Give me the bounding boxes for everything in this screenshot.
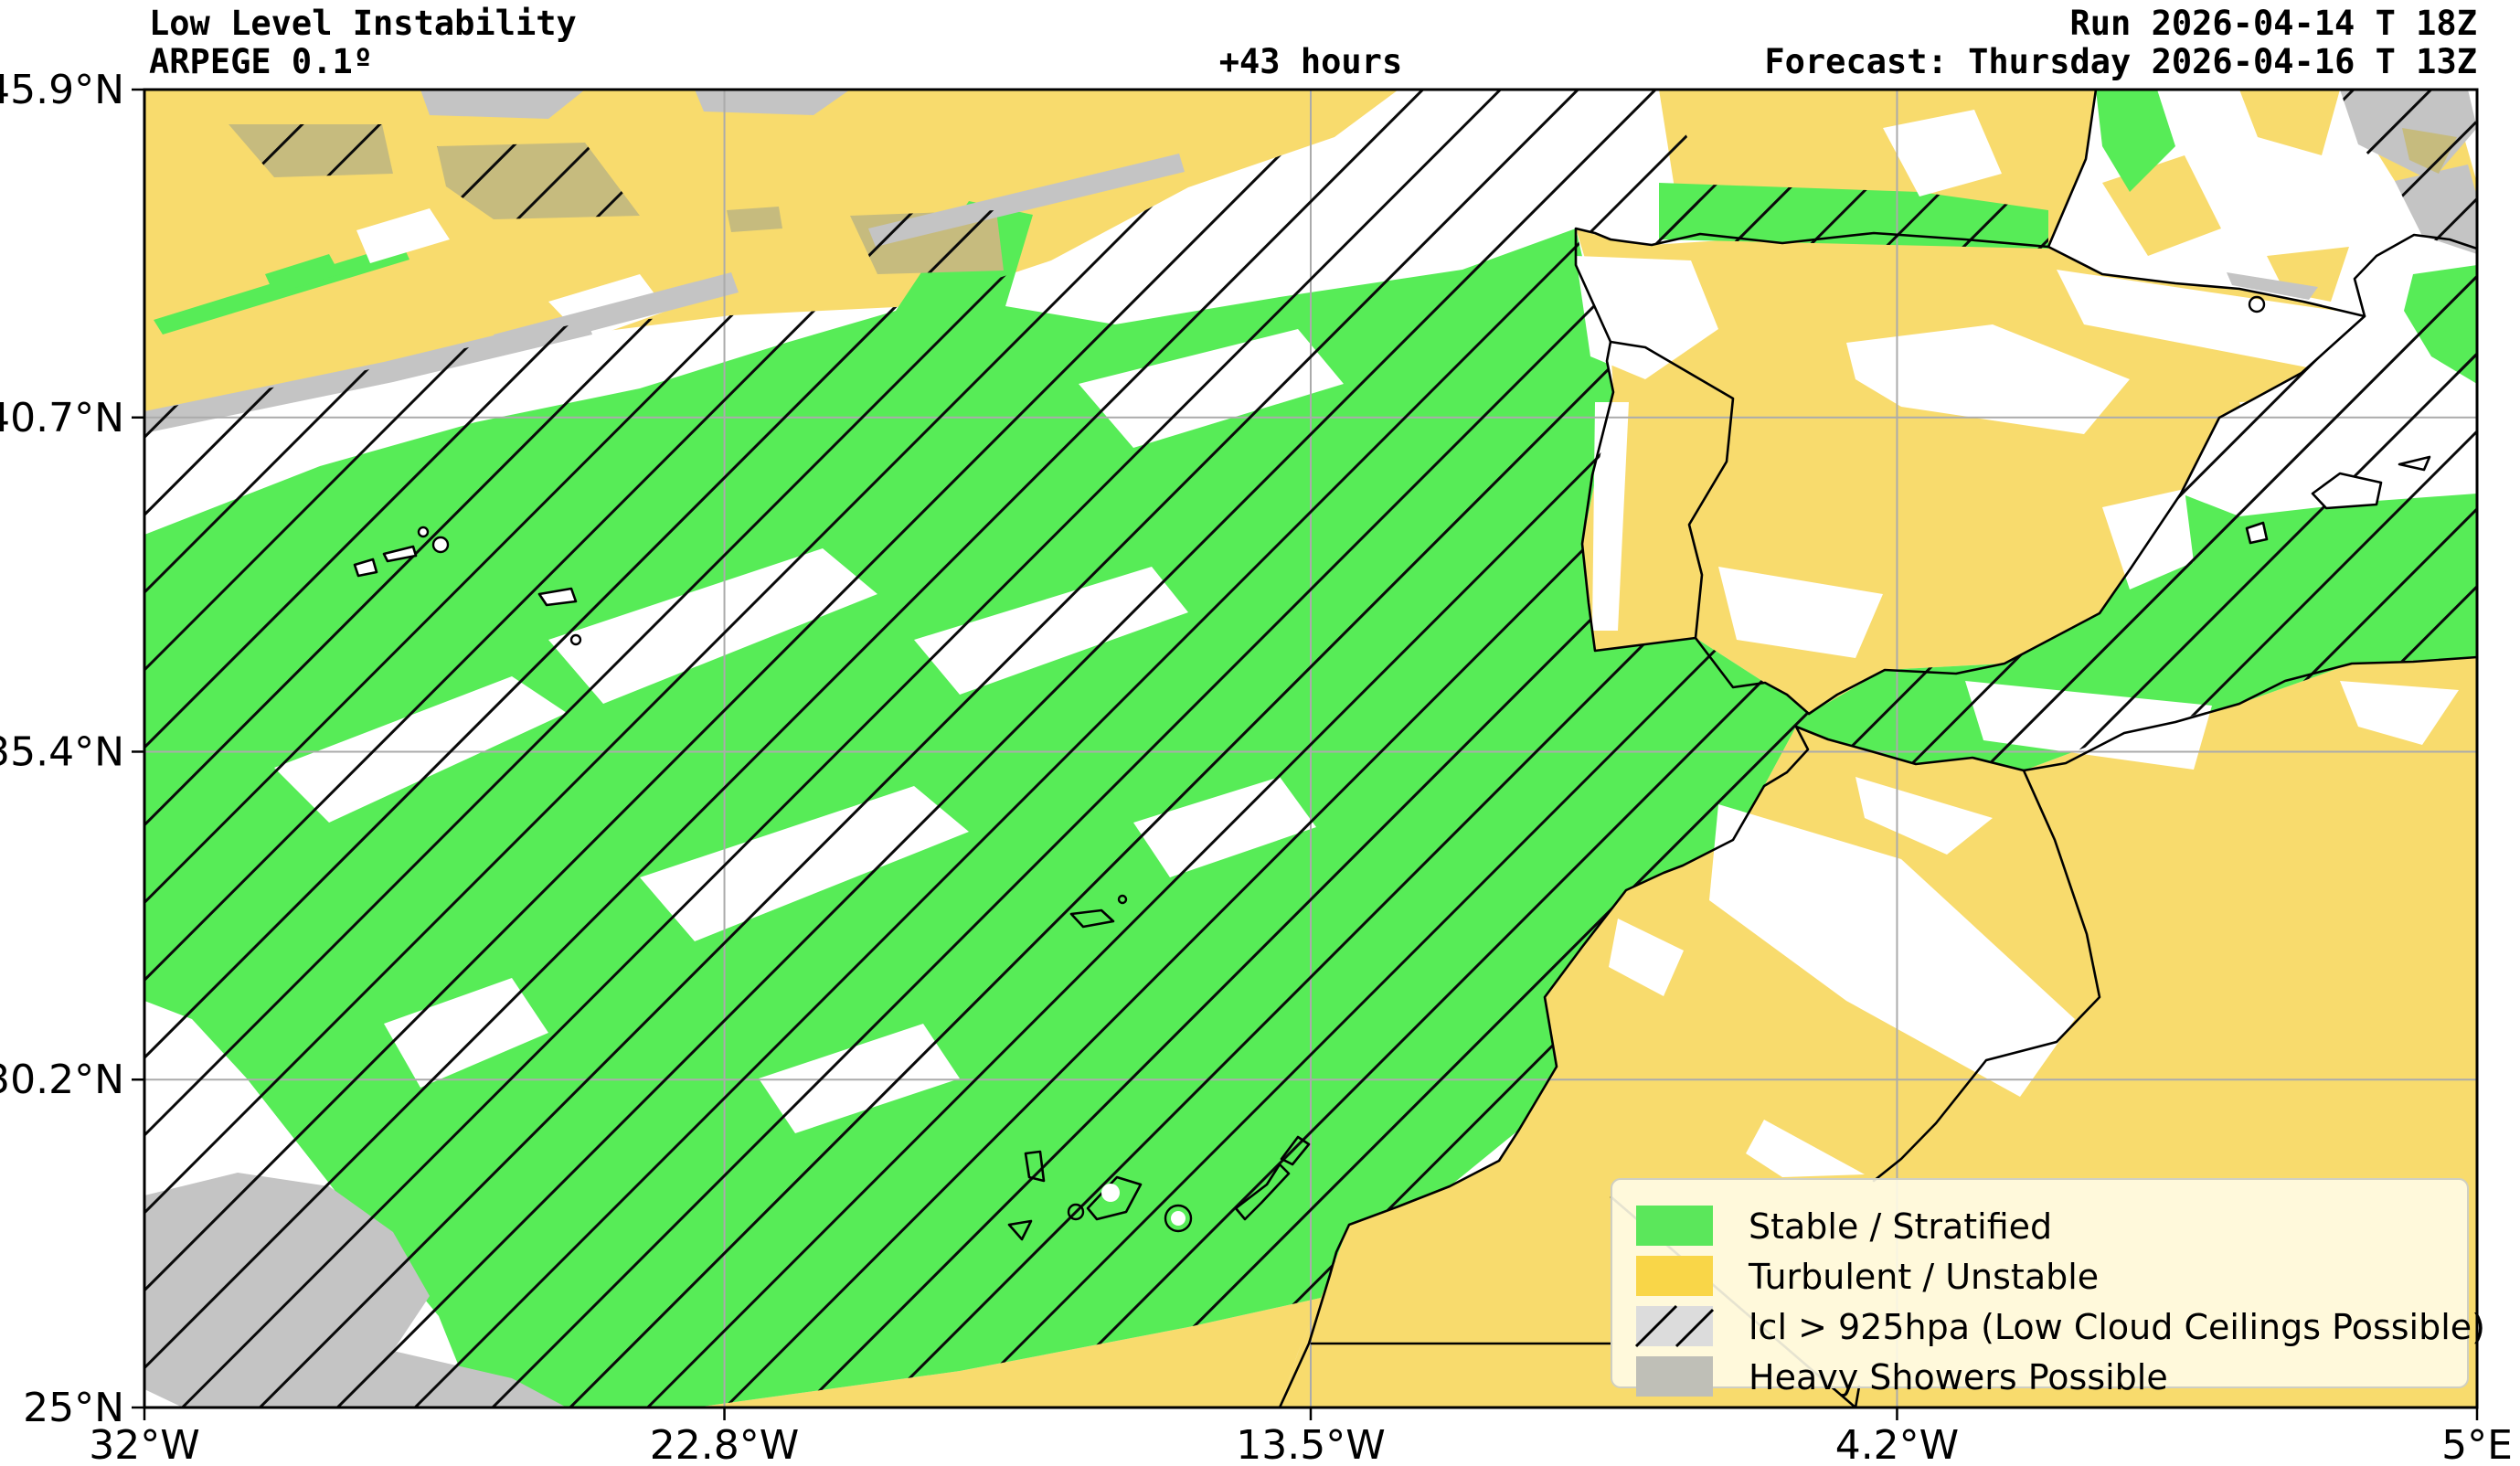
island-santa-maria: [569, 633, 582, 646]
legend-row-0: Stable / Stratified: [1636, 1206, 2052, 1247]
island-el-hierro: [1007, 1219, 1033, 1241]
legend-row-3: Heavy Showers Possible: [1636, 1356, 2168, 1397]
showers-gray-streak-4: [420, 90, 585, 119]
white-africa-algeria: [2340, 681, 2459, 745]
island-mallorca: [2311, 472, 2383, 510]
legend: Stable / Stratified Turbulent / Unstable l…: [1611, 1178, 2485, 1397]
legend-label-2: lcl > 925hpa (Low Cloud Ceilings Possibl…: [1749, 1307, 2485, 1347]
map-layers: [144, 90, 2477, 1408]
y-tick-label-40.7°N: 40.7°N: [0, 395, 124, 441]
x-tick-label-32°W: 32°W: [89, 1422, 200, 1466]
y-tick-label-45.9°N: 45.9°N: [0, 67, 124, 113]
model-resolution-label: ARPEGE 0.1º: [149, 42, 374, 81]
white-iberia-galicia: [1576, 256, 1718, 379]
island-azores-sao-miguel: [537, 587, 578, 607]
border-south-stub: [1854, 1385, 1861, 1408]
hatch-khaki-patches: [229, 124, 1004, 274]
border-andorra: [2248, 295, 2266, 313]
region-stable-french-coast: [2096, 90, 2175, 192]
legend-row-2: lcl > 925hpa (Low Cloud Ceilings Possibl…: [1634, 1304, 2485, 1348]
forecast-datetime-label: Forecast: Thursday 2026-04-16 T 13Z: [1764, 42, 2477, 81]
showers-khaki-4: [727, 207, 782, 232]
white-iberia-pyrenees: [2057, 270, 2367, 370]
border-morocco-algeria: [1872, 769, 2101, 1183]
island-menorca: [2398, 455, 2431, 472]
legend-swatch-hatch-line-2: [1675, 1308, 1715, 1348]
border-portugal-spain: [1609, 340, 1735, 640]
legend-box: [1611, 1178, 2469, 1388]
x-tick-label-22.8°W: 22.8°W: [650, 1422, 799, 1466]
island-terceira: [431, 536, 450, 554]
hatch-northeast-corner: [2340, 90, 2477, 254]
island-tenerife: [1086, 1175, 1143, 1221]
x-tick-label-13.5°W: 13.5°W: [1236, 1422, 1385, 1466]
forecast-hour-label: +43 hours: [1218, 42, 1403, 81]
white-africa-south: [1746, 1120, 1865, 1177]
run-datetime-label: Run 2026-04-14 T 18Z: [2069, 4, 2477, 43]
island-madeira: [1069, 908, 1115, 929]
coast-north-africa: [1278, 655, 2477, 1408]
hatch-gulf-of-lion: [2404, 265, 2477, 384]
teide-white-spot: [1101, 1184, 1120, 1202]
island-porto-santo: [1117, 894, 1128, 905]
white-africa-atlas: [1709, 804, 2075, 1097]
showers-gray-streak-5: [695, 90, 850, 115]
coast-iberia-france: [1574, 90, 2477, 716]
y-tick-label-25°N: 25°N: [23, 1385, 124, 1431]
island-gran-canaria: [1164, 1204, 1193, 1233]
island-graciosa: [417, 526, 430, 538]
white-iberia-central: [1846, 324, 2130, 434]
border-pyrenees: [2047, 245, 2366, 318]
gran-canaria-white-spot: [1171, 1211, 1186, 1226]
y-tick-label-30.2°N: 30.2°N: [0, 1057, 124, 1103]
chart-title-block: Low Level Instability ARPEGE 0.1º: [149, 5, 577, 81]
island-fuerteventura: [1234, 1163, 1291, 1221]
island-azores-sao-jorge: [382, 545, 418, 563]
island-la-palma: [1024, 1150, 1046, 1183]
white-africa-rif: [1855, 777, 1993, 855]
x-tick-label-4.2°W: 4.2°W: [1835, 1422, 1959, 1466]
white-portugal-coast: [1592, 402, 1629, 631]
region-ocean-turbulent-south: [695, 1298, 1321, 1408]
legend-row-1: Turbulent / Unstable: [1636, 1256, 2099, 1297]
x-tick-label-5°E: 5°E: [2441, 1422, 2513, 1466]
white-biscay-spot: [1883, 110, 2002, 197]
island-ibiza: [2245, 521, 2269, 545]
legend-swatch-3: [1636, 1356, 1713, 1397]
showers-gray-pyrenees: [2227, 272, 2318, 300]
legend-swatch-0: [1636, 1206, 1713, 1246]
run-info-block: Run 2026-04-14 T 18Z Forecast: Thursday 2…: [1764, 5, 2477, 81]
island-lanzarote: [1280, 1135, 1311, 1166]
white-notch-2: [356, 208, 450, 263]
legend-swatch-1: [1636, 1256, 1713, 1296]
region-stable-sliver-2: [265, 254, 340, 294]
legend-label-1: Turbulent / Unstable: [1748, 1257, 2099, 1297]
island-la-gomera: [1067, 1203, 1085, 1221]
legend-label-0: Stable / Stratified: [1749, 1206, 2052, 1247]
white-iberia-south: [1718, 567, 1883, 658]
legend-swatch-hatch-line: [1634, 1304, 1678, 1348]
chart-title: Low Level Instability: [149, 4, 577, 43]
white-africa-2: [1609, 919, 1684, 996]
hatch-main-lcl: [144, 90, 2477, 1408]
legend-label-3: Heavy Showers Possible: [1749, 1357, 2168, 1397]
y-tick-label-35.4°N: 35.4°N: [0, 728, 124, 775]
hatch-cantabrian-strip: [1659, 183, 2048, 249]
region-france-yellow-2: [2239, 90, 2340, 155]
island-azores-faial-pico: [353, 558, 378, 578]
legend-swatch-2: [1636, 1306, 1713, 1346]
